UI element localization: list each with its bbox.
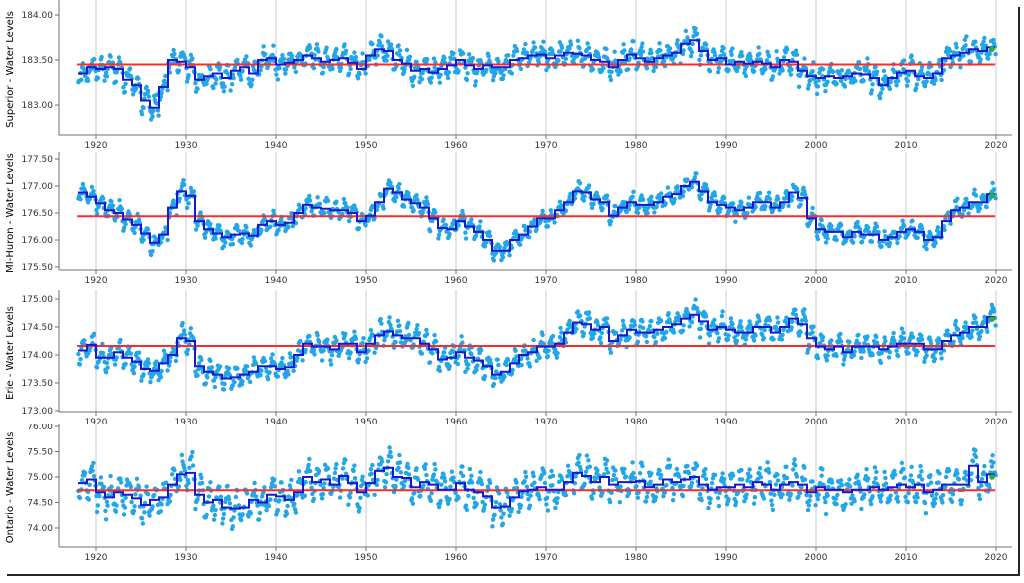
- axes: [58, 152, 1012, 271]
- x-axis-ticks: 1920 1930 1940 1950 1960 1970 1980 1990 2000 2010…: [85, 270, 1008, 286]
- y-tick-label: 76.00: [27, 424, 53, 432]
- latest-value-point: [989, 316, 995, 322]
- annual-mean-step-line: [78, 180, 995, 252]
- y-tick-label: 173.00: [22, 407, 54, 417]
- x-tick-label: 2000: [805, 553, 828, 563]
- x-tick-label: 1960: [445, 276, 468, 286]
- x-axis-ticks: 1920 1930 1940 1950 1960 1970 1980 1990 2000 2010…: [85, 547, 1008, 563]
- annual-mean-step-line: [78, 39, 995, 109]
- panel-ontario: 76.00 75.50 75.00 74.50 74.00 1920 1930 1940 195…: [0, 424, 1024, 583]
- x-tick-label: 1920: [85, 141, 108, 151]
- monthly-scatter-points: [76, 297, 998, 392]
- x-tick-label: 2010: [895, 276, 918, 286]
- y-axis-title: MI-Huron - Water Levels: [5, 153, 16, 273]
- y-tick-label: 177.00: [22, 182, 54, 192]
- x-tick-label: 1960: [445, 553, 468, 563]
- panel-superior: 184.00 183.50 183.00 1920 1930 1940 1950 1960 19…: [0, 0, 1024, 152]
- x-tick-label: 1930: [175, 553, 198, 563]
- y-axis-title: Superior - Water Levels: [5, 11, 16, 128]
- y-tick-label: 184.00: [22, 11, 54, 21]
- axes: [58, 0, 1012, 136]
- frame-shadow-right: [1018, 7, 1020, 576]
- y-tick-label: 176.50: [22, 209, 54, 219]
- y-tick-label: 176.00: [22, 236, 54, 246]
- y-tick-label: 74.50: [27, 499, 53, 509]
- x-tick-label: 1990: [715, 553, 738, 563]
- x-tick-label: 1930: [175, 141, 198, 151]
- frame-shadow-bottom: [7, 574, 1020, 576]
- x-axis-ticks: 1920 1930 1940 1950 1960 1970 1980 1990 2000 2010…: [85, 412, 1008, 424]
- panel-erie: 175.00 174.50 174.00 173.50 173.00 1920 1930 19…: [0, 290, 1024, 424]
- y-axis-title: Ontario - Water Levels: [5, 432, 16, 544]
- x-tick-label: 1950: [355, 418, 378, 424]
- y-tick-label: 183.50: [22, 56, 54, 66]
- x-tick-label: 1980: [625, 141, 648, 151]
- latest-value-point: [989, 474, 995, 480]
- x-tick-label: 1940: [265, 141, 288, 151]
- y-tick-label: 175.50: [22, 263, 54, 273]
- y-tick-label: 75.50: [27, 448, 53, 458]
- x-tick-label: 1930: [175, 276, 198, 286]
- x-tick-label: 2020: [985, 141, 1008, 151]
- x-tick-label: 1970: [535, 553, 558, 563]
- x-tick-label: 2010: [895, 553, 918, 563]
- y-tick-label: 174.00: [22, 351, 54, 361]
- x-tick-label: 1930: [175, 418, 198, 424]
- y-tick-label: 174.50: [22, 323, 54, 333]
- x-tick-label: 1980: [625, 553, 648, 563]
- x-tick-label: 1950: [355, 553, 378, 563]
- x-tick-label: 1940: [265, 418, 288, 424]
- chart-ontario: 76.00 75.50 75.00 74.50 74.00 1920 1930 1940 195…: [5, 424, 1012, 563]
- x-tick-label: 2010: [895, 418, 918, 424]
- y-tick-label: 173.50: [22, 379, 54, 389]
- y-axis-title: Erie - Water Levels: [5, 306, 16, 400]
- x-tick-label: 1970: [535, 418, 558, 424]
- y-tick-label: 183.00: [22, 101, 54, 111]
- x-tick-label: 1990: [715, 418, 738, 424]
- latest-value-point: [989, 46, 995, 52]
- annual-mean-step-line: [78, 464, 995, 510]
- x-tick-label: 1980: [625, 418, 648, 424]
- x-tick-label: 1950: [355, 141, 378, 151]
- y-axis-ticks: 177.50 177.00 176.50 176.00 175.50: [22, 155, 59, 273]
- x-tick-label: 1920: [85, 418, 108, 424]
- y-tick-label: 75.00: [27, 473, 53, 483]
- x-tick-label: 1920: [85, 276, 108, 286]
- x-tick-label: 1970: [535, 141, 558, 151]
- x-tick-label: 1990: [715, 141, 738, 151]
- x-axis-ticks: 1920 1930 1940 1950 1960 1970 1980 1990 2000 2010…: [85, 135, 1008, 151]
- x-tick-label: 1940: [265, 276, 288, 286]
- latest-value-point: [989, 192, 995, 199]
- x-tick-label: 1970: [535, 276, 558, 286]
- x-tick-label: 2010: [895, 141, 918, 151]
- y-tick-label: 175.00: [22, 295, 54, 305]
- x-tick-label: 1990: [715, 276, 738, 286]
- x-tick-label: 2000: [805, 141, 828, 151]
- decade-gridlines: [95, 152, 997, 270]
- x-tick-label: 1960: [445, 418, 468, 424]
- axes: [58, 424, 1012, 548]
- y-axis-ticks: 175.00 174.50 174.00 173.50 173.00: [22, 295, 59, 417]
- y-tick-label: 74.00: [27, 524, 53, 534]
- panel-mi-huron: 177.50 177.00 176.50 176.00 175.50 1920 1930 19…: [0, 152, 1024, 290]
- axes: [58, 290, 1012, 413]
- x-tick-label: 1960: [445, 141, 468, 151]
- x-tick-label: 1940: [265, 553, 288, 563]
- x-tick-label: 1920: [85, 553, 108, 563]
- y-axis-ticks: 76.00 75.50 75.00 74.50 74.00: [27, 424, 59, 534]
- annual-mean-step-line: [78, 313, 995, 380]
- x-tick-label: 2020: [985, 418, 1008, 424]
- x-tick-label: 1980: [625, 276, 648, 286]
- y-axis-ticks: 184.00 183.50 183.00: [22, 11, 59, 111]
- x-tick-label: 2020: [985, 276, 1008, 286]
- x-tick-label: 2000: [805, 276, 828, 286]
- x-tick-label: 2000: [805, 418, 828, 424]
- y-tick-label: 177.50: [22, 155, 54, 165]
- x-tick-label: 1950: [355, 276, 378, 286]
- x-tick-label: 2020: [985, 553, 1008, 563]
